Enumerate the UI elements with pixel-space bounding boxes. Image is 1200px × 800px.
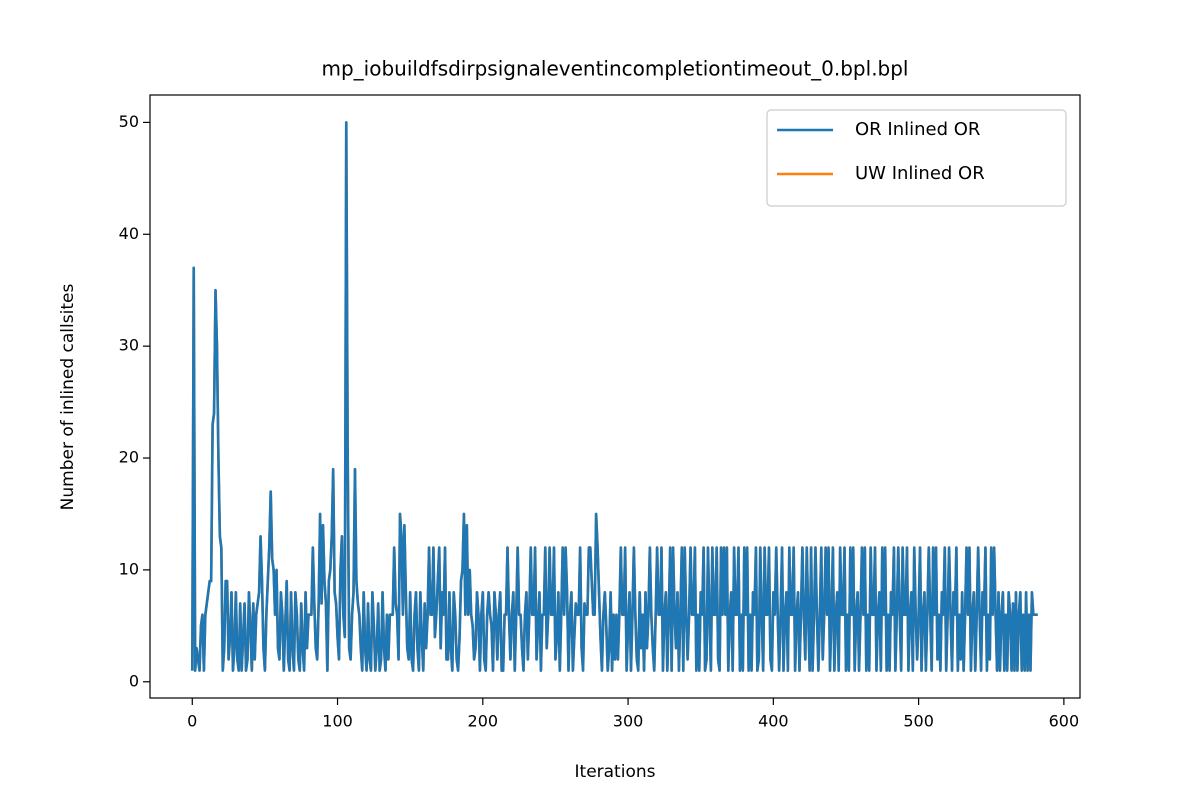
data-line (190, 121, 1038, 672)
x-tick-label: 0 (187, 712, 197, 731)
x-tick-label: 400 (758, 712, 789, 731)
y-tick-label: 30 (119, 336, 139, 355)
x-tick-label: 600 (1049, 712, 1080, 731)
legend-label: UW Inlined OR (855, 163, 985, 184)
y-tick-label: 10 (119, 559, 139, 578)
y-tick-label: 40 (119, 224, 139, 243)
y-tick-label: 20 (119, 448, 139, 467)
x-axis-label: Iterations (575, 762, 656, 782)
legend-box (766, 109, 1067, 207)
plot-frame (149, 94, 1081, 699)
y-tick-label: 50 (119, 112, 139, 131)
y-tick-label: 0 (129, 671, 139, 690)
y-axis-label: Number of inlined callsites (58, 284, 78, 511)
legend-label: OR Inlined OR (855, 119, 980, 140)
chart-title: mp_iobuildfsdirpsignaleventincompletiont… (322, 57, 909, 81)
x-tick-label: 100 (322, 712, 353, 731)
x-tick-label: 500 (903, 712, 934, 731)
x-tick-label: 200 (468, 712, 499, 731)
x-tick-label: 300 (613, 712, 644, 731)
